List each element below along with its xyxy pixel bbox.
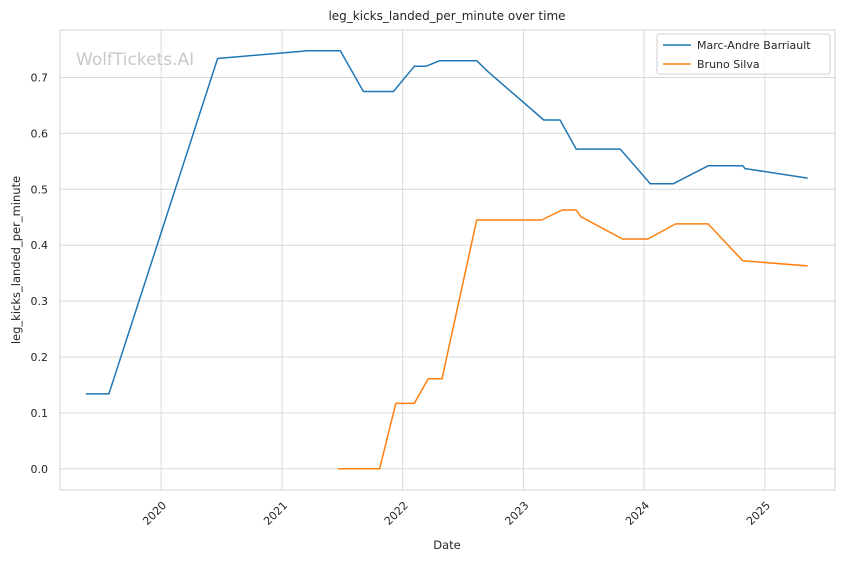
y-tick-label: 0.6 bbox=[31, 127, 49, 140]
series-line-marc-andre-barriault bbox=[85, 49, 808, 395]
x-tick-label: 2021 bbox=[261, 499, 290, 528]
grid bbox=[60, 30, 835, 490]
legend-box bbox=[656, 33, 831, 75]
x-tick-label: 2024 bbox=[623, 499, 652, 528]
chart-title: leg_kicks_landed_per_minute over time bbox=[328, 9, 565, 23]
y-tick-label: 0.3 bbox=[31, 295, 49, 308]
series-line-bruno-silva bbox=[337, 209, 808, 470]
x-tick-label: 2020 bbox=[140, 499, 169, 528]
y-axis-label: leg_kicks_landed_per_minute bbox=[9, 176, 23, 344]
y-tick-label: 0.7 bbox=[31, 72, 49, 85]
y-tick-label: 0.5 bbox=[31, 183, 49, 196]
x-axis-ticks: 2020 2021 2022 2023 2024 2025 bbox=[140, 499, 773, 528]
legend-label-marc-andre-barriault: Marc-Andre Barriault bbox=[697, 39, 811, 52]
x-tick-label: 2022 bbox=[382, 499, 411, 528]
y-axis-ticks: 0.0 0.1 0.2 0.3 0.4 0.5 0.6 0.7 bbox=[31, 72, 49, 476]
series-lines bbox=[85, 49, 808, 470]
y-tick-label: 0.2 bbox=[31, 351, 49, 364]
legend: Marc-Andre Barriault Bruno Silva bbox=[656, 33, 831, 75]
legend-label-bruno-silva: Bruno Silva bbox=[697, 58, 760, 71]
watermark: WolfTickets.AI bbox=[76, 50, 194, 70]
y-tick-label: 0.1 bbox=[31, 407, 49, 420]
x-tick-label: 2025 bbox=[744, 499, 773, 528]
x-tick-label: 2023 bbox=[502, 499, 531, 528]
y-tick-label: 0.0 bbox=[31, 463, 49, 476]
plot-area bbox=[59, 29, 836, 491]
x-axis-label: Date bbox=[433, 538, 461, 552]
y-tick-label: 0.4 bbox=[31, 239, 49, 252]
